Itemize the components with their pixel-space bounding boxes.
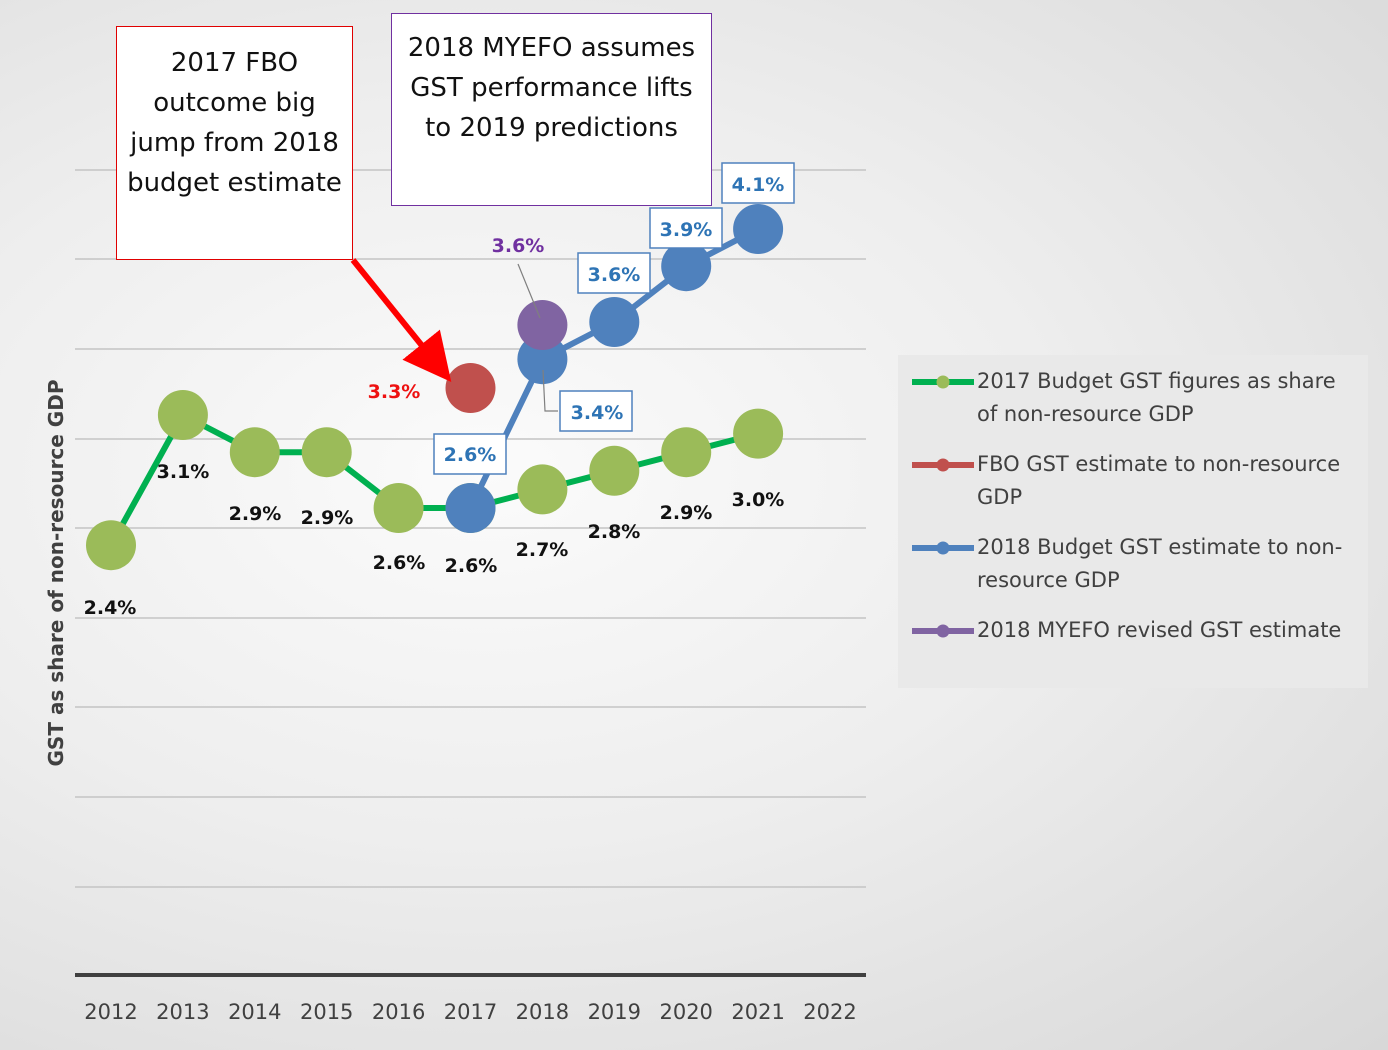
x-tick-label: 2018	[516, 1000, 569, 1024]
data-label-2018-budget: 2.6%	[444, 444, 497, 466]
data-label-2017-budget: 3.0%	[732, 489, 785, 511]
x-tick-label: 2015	[300, 1000, 353, 1024]
point-2017-budget	[157, 390, 208, 440]
point-2017-budget	[517, 464, 568, 515]
annotation-myefo-box: 2018 MYEFO assumes GST performance lifts…	[391, 13, 712, 206]
point-2017-budget	[86, 520, 136, 571]
data-label-2018-budget-box	[649, 207, 723, 249]
point-2018-budget	[661, 241, 712, 292]
x-tick-label: 2019	[588, 1000, 641, 1024]
data-labels-layer: 2.4% 3.1% 2.9% 2.9% 2.6% 2.6% 2.7% 2.8% 2.9% 3.0%…	[84, 162, 795, 619]
x-tick-label: 2020	[659, 1000, 712, 1024]
point-2018-budget	[445, 483, 496, 533]
point-2017-budget	[373, 483, 424, 533]
point-2017-budget	[589, 445, 640, 496]
x-tick-label: 2016	[372, 1000, 425, 1024]
legend-marker-2018-budget	[912, 541, 974, 555]
data-label-2017-budget: 3.1%	[157, 461, 210, 483]
data-label-myefo: 3.6%	[492, 235, 545, 257]
point-2018-budget	[733, 204, 784, 254]
data-label-fbo: 3.3%	[368, 381, 421, 403]
x-tick-label: 2013	[156, 1000, 209, 1024]
data-label-2018-budget-box	[433, 433, 507, 475]
series-line-2017-budget	[108, 412, 759, 547]
leader-line-3-4	[542, 369, 558, 412]
point-fbo	[445, 363, 496, 413]
data-label-2018-budget: 3.4%	[571, 402, 624, 424]
data-label-2018-budget: 3.9%	[660, 219, 713, 241]
data-label-2018-budget: 3.6%	[588, 264, 641, 286]
x-tick-label: 2012	[84, 1000, 137, 1024]
x-tick-label: 2014	[228, 1000, 281, 1024]
legend-label-2018-budget: 2018 Budget GST estimate to non-resource…	[977, 535, 1343, 592]
data-label-2017-budget: 2.9%	[660, 502, 713, 524]
data-label-2017-budget: 2.8%	[588, 521, 641, 543]
callouts-layer	[350, 258, 558, 412]
data-label-2018-budget-box	[559, 390, 633, 432]
data-label-2018-budget-box	[577, 252, 651, 294]
y-axis-label: GST as share of non-resource GDP	[44, 380, 68, 767]
point-2018-budget	[589, 297, 640, 347]
data-label-2017-budget: 2.9%	[301, 507, 354, 529]
data-label-2017-budget: 2.6%	[373, 552, 426, 574]
data-label-2017-budget: 2.4%	[84, 597, 137, 619]
legend-label-myefo: 2018 MYEFO revised GST estimate	[977, 618, 1342, 642]
x-axis-ticks: 2012 2013 2014 2015 2016 2017 2018 2019 2020 2021…	[84, 1000, 856, 1024]
data-label-2018-budget: 4.1%	[732, 174, 785, 196]
legend: 2017 Budget GST figures as share of non-…	[898, 355, 1368, 688]
legend-marker-2017-budget	[912, 375, 974, 389]
point-2017-budget	[301, 427, 352, 478]
legend-label-2017-budget: 2017 Budget GST figures as share of non-…	[977, 369, 1336, 426]
point-2017-budget	[661, 427, 712, 478]
annotation-fbo-text: 2017 FBO outcome big jump from 2018 budg…	[127, 48, 342, 198]
x-tick-label: 2017	[444, 1000, 497, 1024]
point-2017-budget	[229, 427, 280, 478]
series-layer	[86, 204, 784, 571]
annotation-fbo-box: 2017 FBO outcome big jump from 2018 budg…	[116, 26, 353, 260]
legend-marker-fbo	[912, 458, 974, 472]
point-myefo	[517, 300, 568, 350]
annotation-myefo-text: 2018 MYEFO assumes GST performance lifts…	[407, 33, 696, 143]
legend-label-fbo: FBO GST estimate to non-resource GDP	[977, 452, 1341, 509]
point-2017-budget	[733, 408, 784, 459]
leader-line-myefo	[517, 263, 541, 319]
point-2018-budget	[517, 334, 568, 385]
data-label-2017-budget: 2.7%	[516, 539, 569, 561]
x-tick-label: 2022	[803, 1000, 856, 1024]
data-label-2017-budget: 2.9%	[229, 503, 282, 525]
data-label-2017-budget: 2.6%	[445, 555, 498, 577]
data-label-2018-budget-box	[721, 162, 795, 204]
legend-marker-myefo	[912, 624, 974, 638]
x-tick-label: 2021	[731, 1000, 784, 1024]
annotation-arrow	[350, 258, 452, 383]
